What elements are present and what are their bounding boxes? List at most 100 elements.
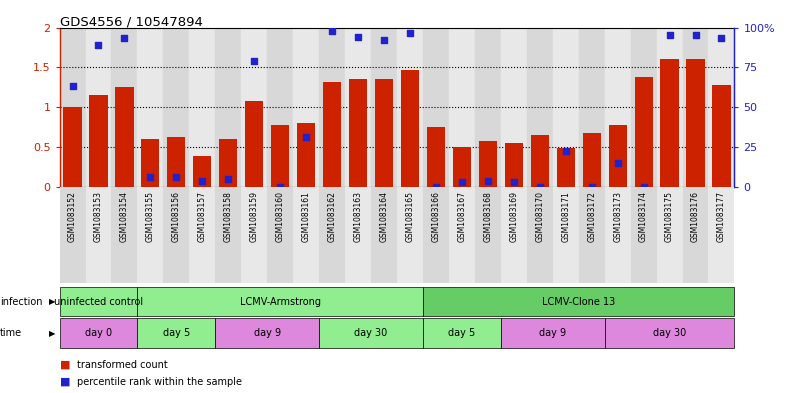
Bar — [60, 187, 86, 283]
Point — [663, 32, 676, 39]
Bar — [60, 318, 137, 348]
Text: GSM1083160: GSM1083160 — [276, 191, 285, 242]
Bar — [449, 187, 475, 283]
Point — [66, 83, 79, 89]
Bar — [268, 28, 293, 187]
Bar — [423, 287, 734, 316]
Point — [403, 30, 416, 36]
Point — [507, 179, 520, 185]
Bar — [683, 28, 708, 187]
Text: day 30: day 30 — [653, 328, 686, 338]
Point — [638, 184, 650, 190]
Bar — [557, 149, 575, 187]
Text: infection: infection — [0, 297, 43, 307]
Text: GSM1083157: GSM1083157 — [198, 191, 206, 242]
Bar — [579, 187, 605, 283]
Bar — [111, 187, 137, 283]
Bar — [345, 28, 371, 187]
Bar — [137, 28, 164, 187]
Text: GSM1083171: GSM1083171 — [561, 191, 570, 242]
Text: day 0: day 0 — [85, 328, 112, 338]
Bar — [164, 28, 189, 187]
Bar — [423, 318, 501, 348]
Bar — [526, 187, 553, 283]
Text: GSM1083164: GSM1083164 — [380, 191, 388, 242]
Text: GDS4556 / 10547894: GDS4556 / 10547894 — [60, 16, 202, 29]
Point — [274, 184, 287, 190]
Text: GSM1083170: GSM1083170 — [535, 191, 544, 242]
Bar — [708, 187, 734, 283]
Bar — [453, 147, 471, 187]
Point — [170, 174, 183, 180]
Bar — [90, 95, 107, 187]
Text: LCMV-Armstrong: LCMV-Armstrong — [240, 297, 321, 307]
Text: GSM1083167: GSM1083167 — [457, 191, 466, 242]
Bar — [475, 28, 501, 187]
Point — [196, 178, 209, 184]
Text: uninfected control: uninfected control — [54, 297, 143, 307]
Text: GSM1083169: GSM1083169 — [509, 191, 518, 242]
Text: GSM1083158: GSM1083158 — [224, 191, 233, 242]
Bar — [397, 28, 423, 187]
Text: GSM1083165: GSM1083165 — [406, 191, 414, 242]
Text: GSM1083156: GSM1083156 — [172, 191, 181, 242]
Text: GSM1083153: GSM1083153 — [94, 191, 103, 242]
Bar — [605, 318, 734, 348]
Bar — [141, 139, 160, 187]
Point — [352, 34, 364, 40]
Bar — [401, 70, 419, 187]
Bar — [345, 187, 371, 283]
Bar — [475, 187, 501, 283]
Text: LCMV-Clone 13: LCMV-Clone 13 — [542, 297, 615, 307]
Bar — [319, 187, 345, 283]
Bar — [553, 28, 579, 187]
Point — [481, 178, 494, 184]
Text: GSM1083161: GSM1083161 — [302, 191, 310, 242]
Bar — [189, 28, 215, 187]
Bar — [241, 187, 268, 283]
Bar — [268, 187, 293, 283]
Bar — [657, 28, 683, 187]
Point — [534, 184, 546, 190]
Bar — [164, 187, 189, 283]
Bar — [297, 123, 315, 187]
Bar — [449, 28, 475, 187]
Bar — [271, 125, 289, 187]
Text: day 9: day 9 — [253, 328, 281, 338]
Point — [248, 58, 260, 64]
Bar — [505, 143, 523, 187]
Text: GSM1083162: GSM1083162 — [328, 191, 337, 242]
Point — [92, 42, 105, 48]
Bar — [501, 28, 526, 187]
Bar — [137, 287, 423, 316]
Text: GSM1083175: GSM1083175 — [665, 191, 674, 242]
Text: GSM1083168: GSM1083168 — [484, 191, 492, 242]
Text: day 9: day 9 — [539, 328, 566, 338]
Point — [300, 134, 313, 140]
Bar — [60, 287, 137, 316]
Bar — [526, 28, 553, 187]
Bar — [323, 82, 341, 187]
Bar — [137, 318, 215, 348]
Text: GSM1083166: GSM1083166 — [431, 191, 441, 242]
Point — [585, 184, 598, 190]
Bar — [193, 156, 211, 187]
Bar — [371, 28, 397, 187]
Bar — [708, 28, 734, 187]
Bar — [634, 77, 653, 187]
Bar — [712, 85, 730, 187]
Text: ■: ■ — [60, 360, 70, 370]
Bar — [115, 87, 133, 187]
Bar — [630, 28, 657, 187]
Bar — [189, 187, 215, 283]
Point — [144, 174, 156, 180]
Bar — [64, 107, 82, 187]
Point — [118, 35, 131, 41]
Text: GSM1083173: GSM1083173 — [613, 191, 622, 242]
Bar — [423, 187, 449, 283]
Bar — [375, 79, 393, 187]
Bar — [215, 28, 241, 187]
Bar — [245, 101, 264, 187]
Bar — [583, 132, 601, 187]
Bar — [605, 28, 630, 187]
